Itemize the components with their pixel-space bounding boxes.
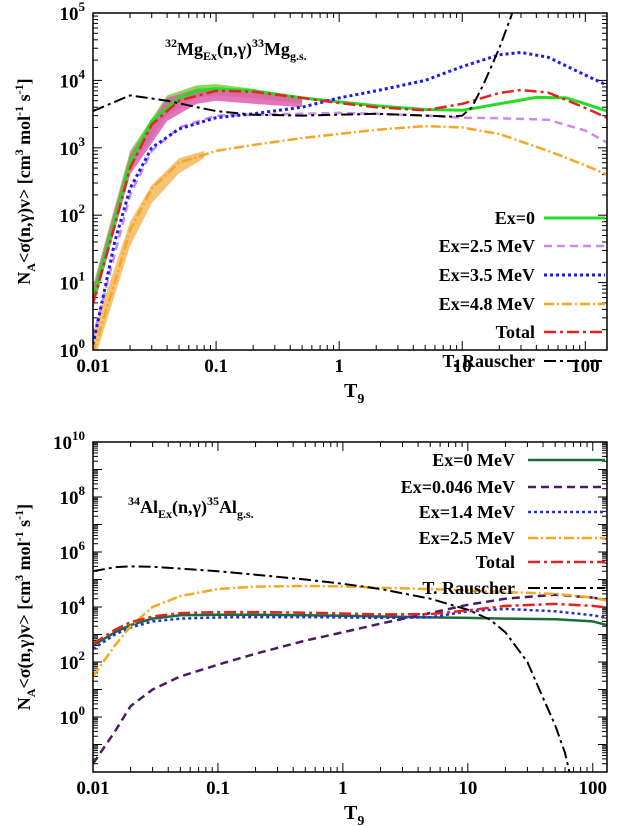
plot-frame bbox=[92, 441, 608, 773]
y-tick-label: 100 bbox=[60, 703, 86, 729]
chart-panel-2: 0.01 0.1 1 10 100 100 102 104 106 108 1010 T9 NA<σ(n… bbox=[12, 428, 608, 826]
series-line bbox=[93, 88, 607, 304]
legend: Ex=0 Ex=2.5 MeV Ex=3.5 MeV Ex=4.8 MeV Total T… bbox=[439, 208, 605, 371]
x-tick-label: 100 bbox=[579, 778, 608, 799]
plot-area bbox=[93, 565, 607, 772]
legend: Ex=0 MeV Ex=0.046 MeV Ex=1.4 MeV Ex=2.5 MeV… bbox=[401, 450, 605, 598]
plot-area bbox=[93, 13, 607, 350]
y-tick-label: 101 bbox=[60, 269, 86, 295]
y-tick-label: 106 bbox=[60, 538, 86, 564]
legend-label: Ex=4.8 MeV bbox=[439, 294, 535, 314]
series-line bbox=[93, 124, 607, 350]
legend-label: T. Rauscher bbox=[422, 578, 515, 598]
series-line bbox=[93, 607, 607, 650]
legend-label: Ex=2.5 MeV bbox=[419, 528, 515, 548]
legend-label: T. Rauscher bbox=[442, 351, 535, 371]
legend-label: Total bbox=[496, 322, 535, 342]
uncertainty-band bbox=[93, 150, 205, 350]
y-tick-label: 103 bbox=[60, 134, 86, 160]
x-tick-label: 10 bbox=[458, 778, 477, 799]
series-line bbox=[93, 613, 607, 647]
x-tick-label: 10 bbox=[453, 356, 472, 377]
reaction-label: 34AlEx(n,γ)35Alg.s. bbox=[128, 494, 254, 521]
plot-frame bbox=[92, 12, 608, 351]
y-tick-label: 102 bbox=[60, 648, 86, 674]
series-line bbox=[93, 50, 607, 346]
x-tick-label: 100 bbox=[571, 356, 600, 377]
x-tick-label: 0.01 bbox=[76, 356, 109, 377]
y-axis-label: NA<σ(n,γ)v> [cm3 mol-1 s-1] bbox=[12, 78, 38, 284]
legend-label: Total bbox=[476, 552, 515, 572]
y-tick-label: 104 bbox=[60, 66, 86, 92]
reaction-label: 32MgEx(n,γ)33Mgg.s. bbox=[165, 36, 307, 63]
chart-panel-1: 0.01 0.1 1 10 100 100 101 102 103 104 105 T9 NA<σ(n,… bbox=[12, 0, 608, 407]
y-tick-label: 102 bbox=[60, 201, 86, 227]
axis-ticks bbox=[92, 441, 607, 773]
x-axis-label: T9 bbox=[344, 380, 364, 407]
legend-label: Ex=2.5 MeV bbox=[439, 236, 535, 256]
y-tick-label: 1010 bbox=[53, 428, 85, 454]
x-tick-label: 0.1 bbox=[204, 356, 228, 377]
y-axis-label: NA<σ(n,γ)v> [cm3 mol-1 s-1] bbox=[12, 504, 38, 710]
series-line bbox=[93, 565, 571, 772]
legend-label: Ex=1.4 MeV bbox=[419, 502, 515, 522]
y-tick-label: 105 bbox=[60, 0, 86, 25]
series-line bbox=[93, 13, 514, 118]
series-line bbox=[93, 584, 607, 678]
legend-label: Ex=3.5 MeV bbox=[439, 265, 535, 285]
legend-label: Ex=0 MeV bbox=[432, 450, 515, 470]
x-axis-label: T9 bbox=[344, 802, 364, 826]
y-tick-label: 100 bbox=[60, 336, 86, 362]
y-tick-label: 108 bbox=[60, 483, 86, 509]
x-tick-label: 1 bbox=[338, 778, 348, 799]
series-line bbox=[93, 602, 607, 646]
x-tick-label: 0.01 bbox=[76, 778, 109, 799]
y-tick-label: 104 bbox=[60, 593, 86, 619]
legend-label: Ex=0 bbox=[495, 208, 535, 228]
uncertainty-band bbox=[93, 87, 303, 310]
legend-label: Ex=0.046 MeV bbox=[401, 477, 515, 497]
x-tick-label: 0.1 bbox=[206, 778, 230, 799]
x-tick-label: 1 bbox=[334, 356, 344, 377]
series-line bbox=[93, 593, 607, 765]
